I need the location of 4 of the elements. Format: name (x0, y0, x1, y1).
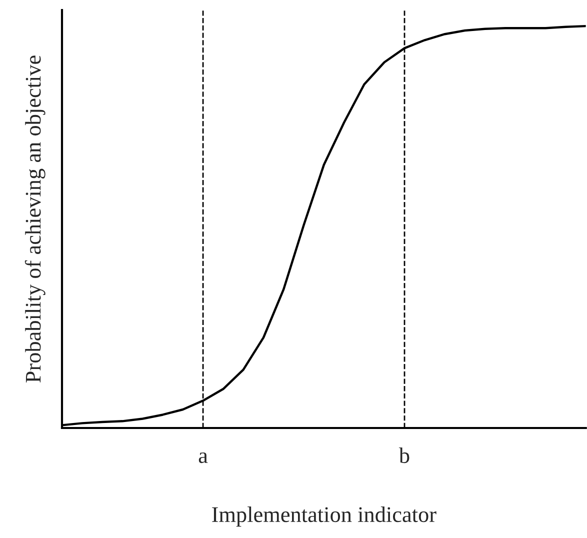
x-axis-title: Implementation indicator (212, 506, 436, 527)
y-axis-title: Probability of achieving an objective (24, 56, 46, 383)
x-tick-label: b (398, 447, 410, 464)
x-tick-label: a (198, 452, 208, 464)
